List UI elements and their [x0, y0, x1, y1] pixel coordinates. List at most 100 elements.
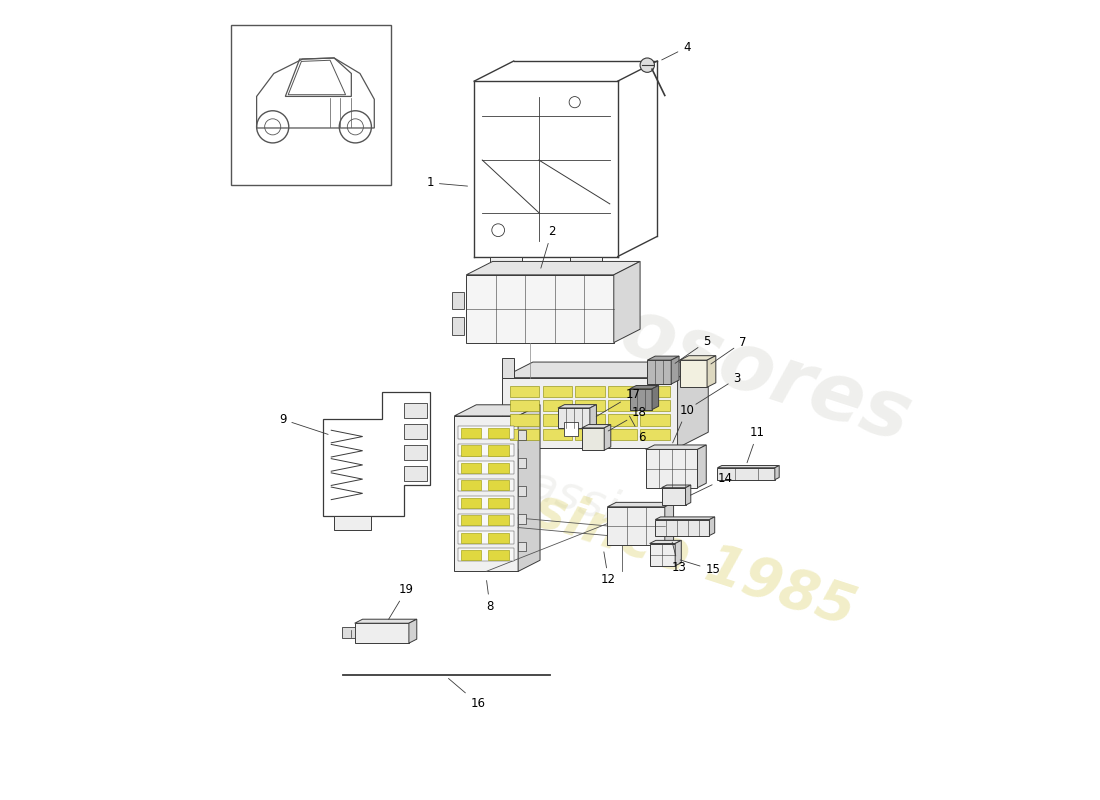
Bar: [542, 414, 572, 426]
Bar: [459, 426, 514, 439]
Circle shape: [569, 97, 581, 108]
Bar: [461, 550, 482, 560]
Bar: [518, 514, 526, 523]
Text: eurosores: eurosores: [466, 245, 921, 459]
Bar: [487, 480, 508, 490]
Polygon shape: [646, 445, 706, 450]
Polygon shape: [454, 416, 518, 571]
Bar: [459, 531, 514, 543]
Polygon shape: [680, 356, 716, 360]
Polygon shape: [590, 405, 596, 428]
Polygon shape: [661, 488, 685, 506]
Text: 17: 17: [596, 388, 640, 417]
Polygon shape: [647, 356, 679, 360]
Polygon shape: [652, 386, 659, 410]
Text: 16: 16: [449, 678, 485, 710]
Bar: [518, 486, 526, 496]
Text: 3: 3: [696, 372, 740, 404]
Text: 5: 5: [675, 335, 711, 363]
Polygon shape: [503, 378, 678, 448]
Polygon shape: [614, 262, 640, 342]
Polygon shape: [661, 485, 691, 488]
Polygon shape: [607, 507, 664, 545]
Bar: [487, 446, 508, 456]
Bar: [607, 386, 637, 397]
Text: 9: 9: [279, 413, 328, 434]
Text: 8: 8: [486, 581, 494, 613]
Bar: [342, 627, 354, 638]
Bar: [640, 386, 670, 397]
Polygon shape: [503, 362, 708, 378]
Bar: [404, 403, 427, 418]
Polygon shape: [680, 360, 707, 387]
Bar: [487, 515, 508, 526]
Bar: [563, 422, 578, 436]
Polygon shape: [582, 425, 610, 428]
Text: a passion: a passion: [452, 440, 680, 552]
Polygon shape: [454, 405, 540, 416]
Polygon shape: [570, 257, 602, 273]
Bar: [461, 462, 482, 473]
Polygon shape: [558, 408, 590, 428]
Bar: [607, 400, 637, 411]
Bar: [461, 428, 482, 438]
Bar: [459, 461, 514, 474]
Bar: [542, 429, 572, 440]
Polygon shape: [646, 450, 697, 488]
Text: 19: 19: [388, 583, 415, 619]
Polygon shape: [717, 468, 774, 480]
Bar: [640, 400, 670, 411]
Polygon shape: [354, 619, 417, 623]
Polygon shape: [717, 466, 779, 468]
Text: 13: 13: [671, 542, 686, 574]
Polygon shape: [675, 540, 681, 566]
Polygon shape: [558, 405, 596, 408]
Text: since 1985: since 1985: [526, 482, 861, 637]
Polygon shape: [647, 360, 671, 384]
Bar: [231, 26, 390, 185]
Text: 1: 1: [427, 176, 468, 190]
Bar: [575, 414, 605, 426]
Text: 7: 7: [711, 336, 747, 364]
Bar: [518, 458, 526, 468]
Polygon shape: [774, 466, 779, 480]
Bar: [404, 466, 427, 481]
Text: 4: 4: [662, 41, 691, 60]
Polygon shape: [629, 386, 659, 389]
Text: 18: 18: [608, 406, 647, 431]
Polygon shape: [333, 515, 371, 530]
Circle shape: [492, 224, 505, 237]
Bar: [461, 480, 482, 490]
Polygon shape: [707, 356, 716, 387]
Bar: [575, 400, 605, 411]
Polygon shape: [409, 619, 417, 643]
Polygon shape: [491, 257, 522, 273]
Bar: [459, 548, 514, 561]
Polygon shape: [466, 275, 614, 342]
Polygon shape: [650, 540, 681, 543]
Polygon shape: [650, 543, 675, 566]
Bar: [640, 429, 670, 440]
Polygon shape: [710, 517, 715, 535]
Polygon shape: [466, 262, 640, 275]
Bar: [461, 533, 482, 543]
Polygon shape: [518, 405, 540, 571]
Bar: [452, 317, 464, 334]
Bar: [607, 414, 637, 426]
Bar: [461, 498, 482, 508]
Bar: [518, 542, 526, 551]
Text: 2: 2: [541, 225, 556, 268]
Polygon shape: [582, 428, 604, 450]
Bar: [459, 496, 514, 509]
Text: 11: 11: [747, 426, 766, 462]
Bar: [542, 386, 572, 397]
Bar: [459, 444, 514, 457]
Bar: [640, 414, 670, 426]
Bar: [459, 478, 514, 491]
Text: 14: 14: [691, 472, 733, 495]
Polygon shape: [503, 358, 514, 378]
Bar: [461, 446, 482, 456]
Polygon shape: [629, 389, 652, 410]
Bar: [575, 386, 605, 397]
Bar: [487, 498, 508, 508]
